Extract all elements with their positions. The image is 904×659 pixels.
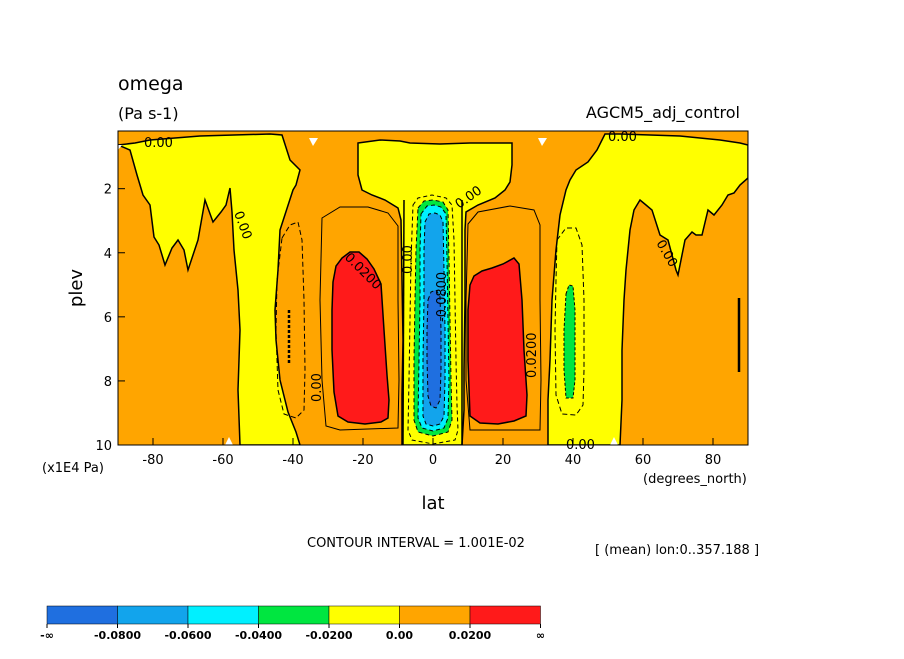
region-green-40n xyxy=(563,284,576,399)
y-units-label: (x1E4 Pa) xyxy=(42,461,104,476)
x-units-label: (degrees_north) xyxy=(643,472,747,487)
missing-notch-4 xyxy=(225,437,233,445)
contour-label-7: 0.0200 xyxy=(525,333,540,379)
y-tick-label-1: 4 xyxy=(104,247,112,262)
colorbar-label-1: -0.0800 xyxy=(94,629,141,642)
contour-label-8: 0.00 xyxy=(310,373,325,402)
colorbar-swatch-0 xyxy=(46,605,118,625)
contour-label-4: 0.00 xyxy=(401,245,416,274)
colorbar-label-3: -0.0400 xyxy=(235,629,282,642)
region-yellow-south-west xyxy=(118,133,301,445)
variable-title: omega xyxy=(118,73,184,95)
averaging-note: [ (mean) lon:0..357.188 ] xyxy=(595,543,759,558)
missing-notch-5 xyxy=(610,437,618,445)
y-axis-title: plev xyxy=(66,269,87,308)
colorbar-swatch-5 xyxy=(399,605,471,625)
missing-notch-3 xyxy=(118,145,122,150)
x-tick-label-1: -60 xyxy=(212,453,233,468)
region-red-north xyxy=(467,257,528,425)
contour-label-6: -0.0800 xyxy=(435,272,450,322)
x-tick-label-8: 80 xyxy=(705,453,722,468)
y-tick-label-0: 2 xyxy=(104,183,112,198)
region-yellow-south-east xyxy=(547,133,748,445)
x-tick-label-6: 40 xyxy=(565,453,582,468)
x-tick-label-4: 0 xyxy=(429,453,437,468)
region-blue-equator xyxy=(426,289,442,409)
colorbar-label-2: -0.0600 xyxy=(164,629,211,642)
colorbar-swatch-2 xyxy=(187,605,259,625)
contour-label-10: 0.00 xyxy=(608,130,637,145)
y-tick-label-4: 10 xyxy=(95,439,112,454)
zero-line-center-west xyxy=(402,199,405,445)
colorbar-swatch-4 xyxy=(328,605,400,625)
contour-orange-south xyxy=(319,206,400,431)
x-axis: -80 -60 -40 -20 0 20 40 60 80 xyxy=(142,438,721,468)
missing-notch-2 xyxy=(538,138,547,146)
y-axis: 2 4 6 8 10 xyxy=(95,183,125,454)
contour-field xyxy=(118,131,748,445)
x-tick-label-3: -20 xyxy=(352,453,373,468)
y-tick-label-2: 6 xyxy=(104,311,112,326)
y-tick-label-3: 8 xyxy=(104,375,112,390)
contour-orange-north xyxy=(465,205,542,431)
colorbar-label-0: -∞ xyxy=(40,629,54,642)
colorbar-label-6: 0.0200 xyxy=(449,629,492,642)
colorbar-label-5: 0.00 xyxy=(386,629,413,642)
x-tick-label-7: 60 xyxy=(635,453,652,468)
dataset-label: AGCM5_adj_control xyxy=(586,103,740,123)
x-tick-label-5: 20 xyxy=(495,453,512,468)
missing-notch-1 xyxy=(309,138,318,146)
colorbar-label-4: -0.0200 xyxy=(305,629,352,642)
dashed-contour-south xyxy=(275,221,306,419)
region-red-south xyxy=(331,251,390,425)
colorbar-swatch-3 xyxy=(258,605,330,625)
units-label: (Pa s-1) xyxy=(118,104,179,123)
x-tick-label-2: -40 xyxy=(282,453,303,468)
dashed-contour-north xyxy=(554,227,585,416)
x-axis-title: lat xyxy=(421,493,444,514)
contour-label-1: 0.00 xyxy=(144,136,173,151)
contour-interval-text: CONTOUR INTERVAL = 1.001E-02 xyxy=(307,536,525,551)
colorbar-swatch-6 xyxy=(469,605,541,625)
x-tick-label-0: -80 xyxy=(142,453,163,468)
colorbar: -∞ -0.0800 -0.0600 -0.0400 -0.0200 0.00 0.0200… xyxy=(40,605,545,642)
colorbar-label-7: ∞ xyxy=(536,629,545,642)
colorbar-swatch-1 xyxy=(117,605,189,625)
